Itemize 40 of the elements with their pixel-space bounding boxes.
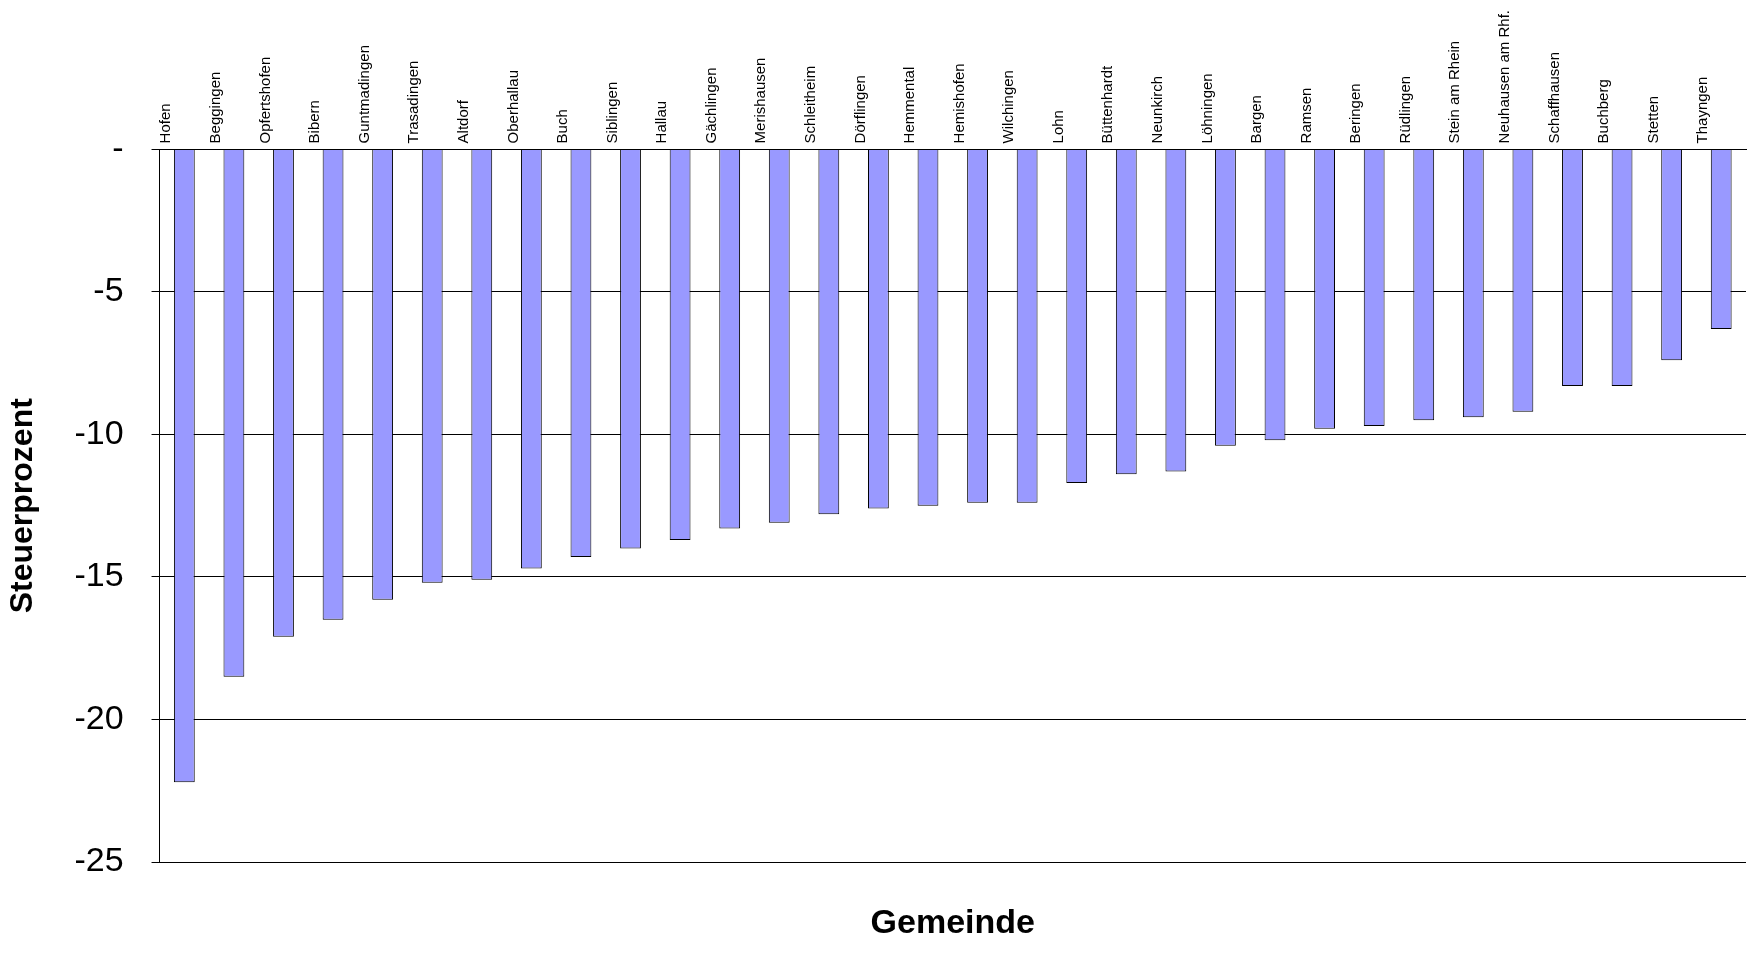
x-tick-label: Büttenhardt xyxy=(1098,65,1116,144)
y-tick-label: -5 xyxy=(93,270,124,309)
x-tick-label: Merishausen xyxy=(751,57,769,144)
x-tick-label: Neunkirch xyxy=(1148,75,1166,144)
y-axis-title: Steuerprozent xyxy=(3,397,40,614)
x-tick-label: Opfertshofen xyxy=(255,56,273,144)
x-tick-label: Hofen xyxy=(156,103,174,144)
x-tick-label: Trasadingen xyxy=(404,60,422,144)
x-tick-label: Lohn xyxy=(1048,110,1066,144)
x-tick-label: Hemishofen xyxy=(949,63,967,144)
x-tick-label: Hemmental xyxy=(900,66,918,144)
x-tick-label: Bibern xyxy=(305,100,323,144)
x-tick-label: Wilchingen xyxy=(999,70,1017,144)
x-tick-label: Dörflingen xyxy=(850,75,868,144)
x-tick-label: Schleitheim xyxy=(800,65,818,144)
x-tick-label: Altdorf xyxy=(453,99,471,144)
y-tick-label: - xyxy=(112,127,124,166)
x-tick-label: Hallau xyxy=(652,100,670,144)
x-tick-label: Löhningen xyxy=(1197,73,1215,144)
x-tick-label: Stein am Rhein xyxy=(1445,40,1463,144)
x-tick-label: Schaffhausen xyxy=(1544,51,1562,144)
x-tick-label: Oberhallau xyxy=(503,70,521,144)
x-tick-label: Guntmadingen xyxy=(354,45,372,144)
x-axis-title: Gemeinde xyxy=(870,902,1035,941)
x-tick-label: Buch xyxy=(553,109,571,144)
x-tick-label: Siblingen xyxy=(602,81,620,144)
y-tick-label: -25 xyxy=(74,840,124,879)
x-tick-label: Ramsen xyxy=(1296,87,1314,144)
x-tick-label: Stetten xyxy=(1643,95,1661,144)
x-tick-label: Buchberg xyxy=(1594,79,1612,144)
x-tick-label: Beringen xyxy=(1346,83,1364,144)
x-tick-label: Bargen xyxy=(1247,95,1265,144)
x-tick-label: Neuhausen am Rhf. xyxy=(1495,9,1513,144)
x-tick-label: Rüdlingen xyxy=(1395,75,1413,144)
y-tick-label: -20 xyxy=(74,697,124,736)
x-tick-label: Thayngen xyxy=(1693,76,1711,144)
x-tick-label: Beggingen xyxy=(206,71,224,144)
y-tick-label: -10 xyxy=(74,412,124,451)
x-tick-label: Gächlingen xyxy=(701,67,719,144)
y-tick-label: -15 xyxy=(74,555,124,594)
